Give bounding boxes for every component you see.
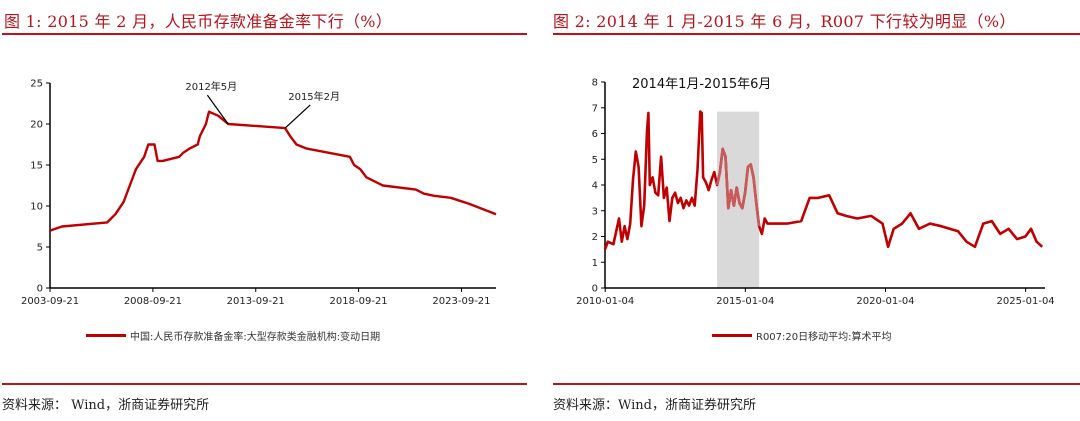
- x-tick-label: 2018-09-21: [330, 296, 388, 307]
- y-tick-label: 6: [592, 129, 598, 140]
- reserve-ratio-chart: 0 5 10 15 20 25 2003-09-21 2008-09-21 2013-09-21…: [21, 79, 497, 307]
- x-tick-label: 2010-01-04: [576, 296, 634, 307]
- title-rule: [553, 33, 1080, 35]
- source-rule: [2, 383, 527, 385]
- annotation-label: 2015年2月: [288, 90, 340, 103]
- chart-2-legend: R007:20日移动平均:算术平均: [712, 328, 892, 343]
- y-tick-label: 1: [592, 258, 598, 269]
- y-tick-label: 7: [592, 103, 598, 114]
- annotation-label: 2012年5月: [185, 80, 237, 93]
- y-tick-label: 10: [30, 202, 43, 213]
- series-line: [603, 110, 1044, 250]
- legend-label: 中国:人民币存款准备金率:大型存款类金融机构:变动日期: [130, 332, 381, 343]
- highlighted-series-segment: [715, 147, 761, 227]
- figure-1-title: 图 1: 2015 年 2 月，人民币存款准备金率下行（%）: [4, 12, 393, 31]
- chart-subtitle: 2014年1月-2015年6月: [632, 77, 771, 92]
- x-tick-label: 2003-09-21: [21, 296, 79, 307]
- x-tick-label: 2020-01-04: [856, 296, 914, 307]
- figure-1-panel: 图 1: 2015 年 2 月，人民币存款准备金率下行（%） 0 5 10 15 20 2…: [0, 0, 527, 421]
- x-tick-label: 2025-01-04: [997, 296, 1055, 307]
- y-tick-label: 20: [30, 120, 43, 131]
- legend-line-swatch-icon: [712, 334, 752, 337]
- annotation-leader: [284, 104, 311, 129]
- title-rule: [2, 33, 527, 35]
- figure-2-panel: 图 2: 2014 年 1 月-2015 年 6 月，R007 下行较为明显（%…: [553, 0, 1080, 421]
- source-rule: [553, 383, 1080, 385]
- y-tick-label: 0: [592, 284, 598, 295]
- x-tick-label: 2015-01-04: [716, 296, 774, 307]
- y-tick-label: 5: [37, 243, 43, 254]
- y-tick-label: 0: [37, 284, 43, 295]
- x-tick-label: 2023-09-21: [432, 296, 490, 307]
- chart-1-legend: 中国:人民币存款准备金率:大型存款类金融机构:变动日期: [86, 328, 380, 343]
- figure-1-source: 资料来源： Wind，浙商证券研究所: [2, 398, 210, 413]
- series-line: [49, 110, 497, 232]
- x-tick-label: 2013-09-21: [227, 296, 285, 307]
- x-tick-label: 2008-09-21: [124, 296, 182, 307]
- y-tick-label: 8: [592, 78, 598, 89]
- annotation-leader: [206, 94, 229, 125]
- legend-label: R007:20日移动平均:算术平均: [756, 332, 892, 343]
- y-tick-label: 4: [592, 181, 598, 192]
- r007-chart: 0 1 2 3 4 5 6 7 8 2010-01-04 2015-01-04 2020-01-04 2…: [576, 77, 1055, 307]
- y-tick-label: 5: [592, 155, 598, 166]
- figure-2-source: 资料来源：Wind，浙商证券研究所: [553, 398, 756, 413]
- figure-2-title: 图 2: 2014 年 1 月-2015 年 6 月，R007 下行较为明显（%…: [553, 12, 1016, 31]
- y-tick-label: 2: [592, 232, 598, 243]
- y-tick-label: 25: [30, 79, 43, 90]
- y-tick-label: 15: [30, 161, 43, 172]
- legend-line-swatch-icon: [86, 334, 126, 337]
- y-tick-label: 3: [592, 206, 598, 217]
